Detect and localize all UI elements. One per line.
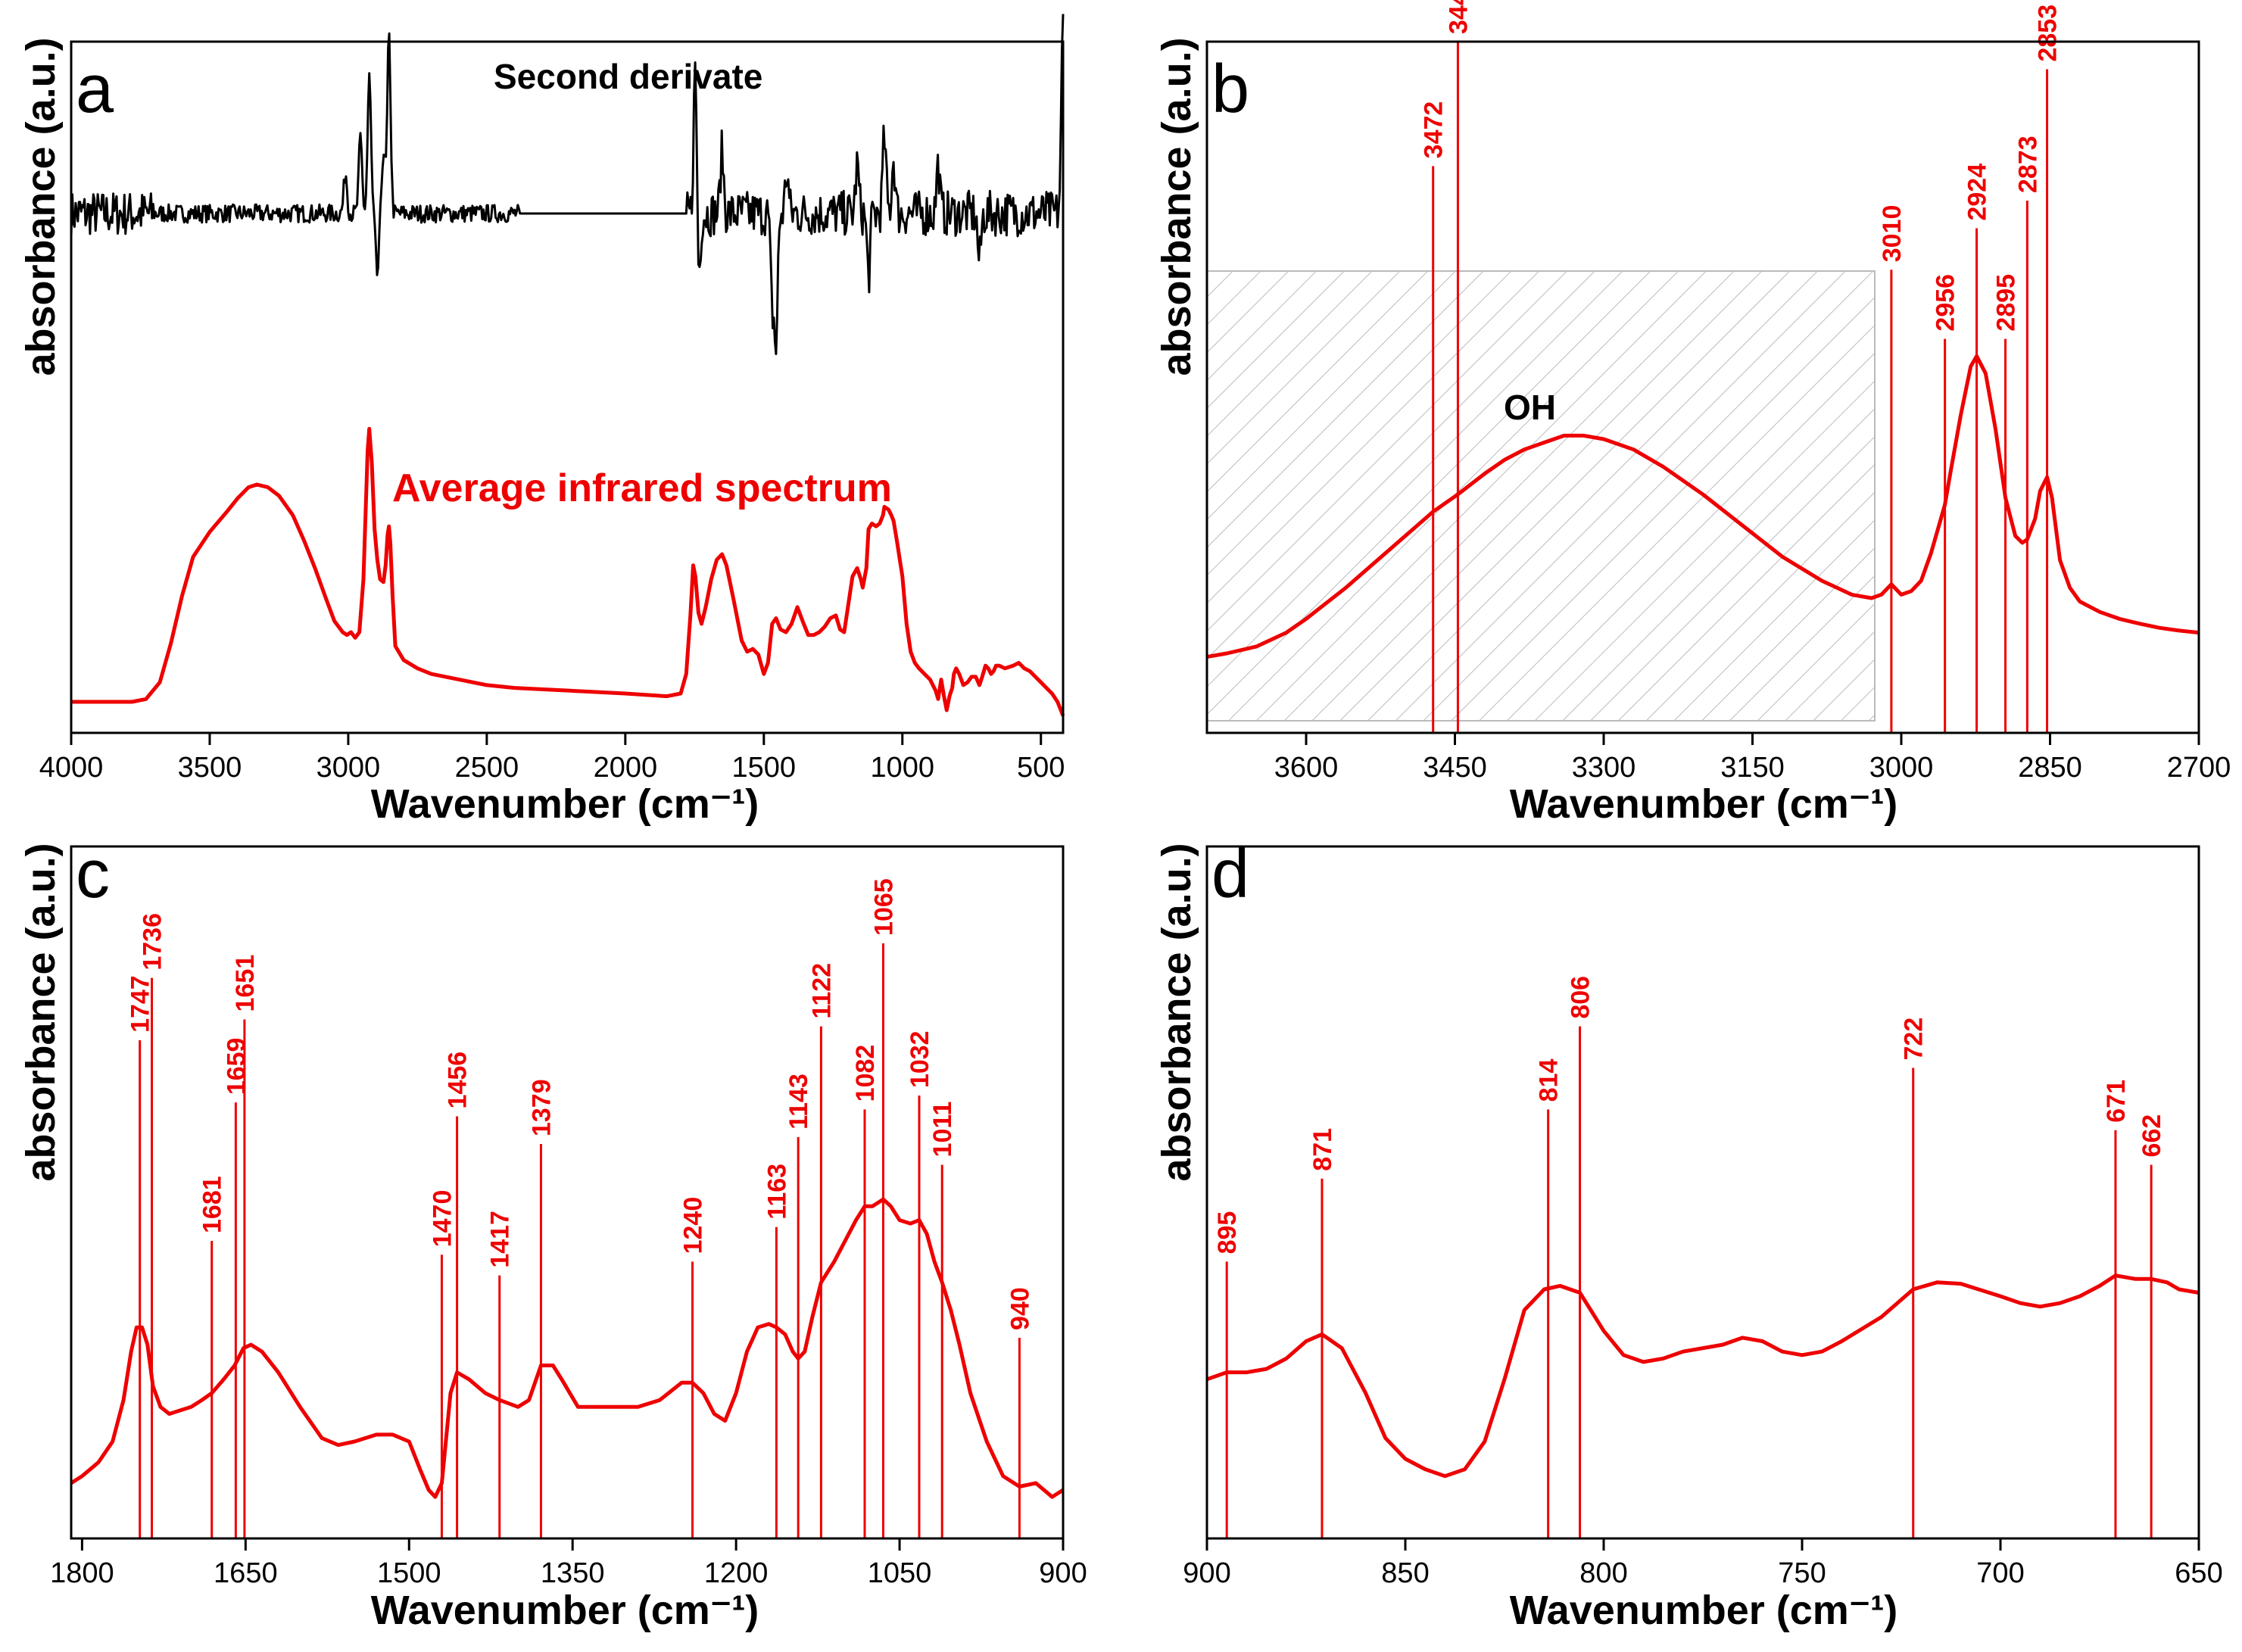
panel-c-x-tick-label: 1650 [214,1557,278,1589]
panel-b-y-axis-label: absorbance (a.u.) [1154,37,1199,376]
panel-b-x-tick-label: 2700 [2167,752,2231,784]
peak-label-1065: 1065 [869,878,898,936]
panel-c-plot: 1747 1736 1681 1659 1651 1470 1456 1417 1379 1240… [50,845,1087,1589]
panel-a-x-axis-label: Wavenumber (cm⁻¹) [371,781,759,827]
average-spectrum-label: Average infrared spectrum [392,466,892,510]
average-spectrum-line [71,426,1065,717]
panel-d-x-tick-label: 900 [1183,1557,1230,1589]
panel-c-x-tick-label: 1050 [868,1557,932,1589]
peak-label-1456: 1456 [444,1052,472,1109]
panel-d-x-axis-label: Wavenumber (cm⁻¹) [1510,1588,1898,1633]
panel-c-frame [70,845,1065,1540]
peak-label-3010: 3010 [1878,205,1907,263]
panel-c-x-tick-label: 1800 [50,1557,114,1589]
panel-b-plot: 3472 3447 3010 2956 2924 2895 2873 2853 3600 3450… [1205,0,2231,784]
peak-label-1143: 1143 [784,1074,813,1130]
panel-a-x-tick-label: 2000 [594,752,658,784]
peak-label-1651: 1651 [231,955,260,1012]
peak-label-1032: 1032 [906,1030,934,1088]
panel-d-x-tick-label: 850 [1381,1557,1429,1589]
panel-b-x-tick-label: 2850 [2018,752,2082,784]
second-derivative-label: Second derivate [494,57,762,96]
peak-label-1082: 1082 [851,1045,880,1102]
panel-d-frame [1205,845,2200,1540]
panel-b-x-tick-label: 3000 [1869,752,1934,784]
peak-label-2895: 2895 [1992,274,2021,332]
panel-a-x-tick-label: 2500 [455,752,519,784]
panel-a-x-tick-label: 3000 [316,752,381,784]
panel-d-x-tick-label: 700 [1976,1557,2024,1589]
panel-d-letter: d [1211,837,1249,912]
panel-a-x-tick-label: 4000 [39,752,104,784]
peak-label-2873: 2873 [2013,136,2042,193]
panel-a-frame [70,40,1065,734]
panel-a: 4000 3500 3000 2500 2000 1500 1000 500 a Second… [18,14,1065,827]
peak-label-1163: 1163 [762,1164,791,1220]
peak-label-3472: 3472 [1420,101,1448,159]
panel-c-x-tick-label: 1200 [704,1557,769,1589]
panel-d-spectrum-line [1206,1273,2200,1479]
oh-region-hatch [1206,270,1876,722]
peak-label-1122: 1122 [807,963,836,1019]
panel-b-letter: b [1211,51,1249,127]
peak-label-1379: 1379 [527,1079,556,1136]
peak-label-1417: 1417 [486,1211,515,1268]
peak-label-2924: 2924 [1963,164,1992,221]
panel-c: 1747 1736 1681 1659 1651 1470 1456 1417 1379 1240… [18,837,1087,1633]
panel-c-x-tick-label: 900 [1039,1557,1087,1589]
panel-a-x-tick-label: 1000 [870,752,934,784]
panel-d-x-tick-label: 650 [2175,1557,2222,1589]
peak-label-662: 662 [2138,1114,2166,1158]
panel-d-y-axis-label: absorbance (a.u.) [1154,843,1199,1181]
panel-b-x-tick-label: 3450 [1423,752,1487,784]
panel-c-x-axis-label: Wavenumber (cm⁻¹) [371,1588,759,1633]
peak-label-3447: 3447 [1444,0,1473,34]
peak-label-814: 814 [1535,1059,1564,1102]
peak-label-895: 895 [1213,1211,1242,1255]
panel-c-x-tick-label: 1500 [377,1557,441,1589]
second-derivative-line [70,14,1065,355]
peak-label-2853: 2853 [2034,5,2063,62]
panel-b-x-tick-label: 3150 [1720,752,1785,784]
panel-d-x-tick-label: 750 [1778,1557,1826,1589]
peak-label-1011: 1011 [928,1102,957,1158]
panel-b-x-tick-label: 3600 [1274,752,1339,784]
peak-label-1470: 1470 [428,1190,457,1248]
peak-label-1747: 1747 [126,975,155,1033]
peak-label-871: 871 [1308,1128,1337,1171]
peak-label-722: 722 [1900,1018,1929,1061]
panel-a-plot: 4000 3500 3000 2500 2000 1500 1000 500 [39,14,1065,784]
panel-a-x-tick-label: 3500 [178,752,242,784]
panel-c-spectrum-line [70,1197,1065,1499]
panel-b-x-axis-label: Wavenumber (cm⁻¹) [1510,781,1898,827]
panel-a-letter: a [76,51,114,127]
panel-c-letter: c [76,837,110,912]
panel-c-x-tick-label: 1350 [541,1557,605,1589]
panel-b-frame [1205,40,2200,734]
panel-a-x-tick-label: 1500 [732,752,797,784]
panel-c-y-axis-label: absorbance (a.u.) [18,843,64,1181]
peak-label-1240: 1240 [679,1197,708,1255]
peak-label-2956: 2956 [1932,274,1960,332]
panel-d-x-tick-label: 800 [1579,1557,1627,1589]
panel-b: 3472 3447 3010 2956 2924 2895 2873 2853 3600 3450… [1154,0,2231,827]
peak-label-1659: 1659 [222,1038,251,1096]
panel-b-x-tick-label: 3300 [1572,752,1636,784]
peak-label-1736: 1736 [139,913,167,971]
panel-b-spectrum-line [1206,354,2200,659]
panel-a-x-tick-label: 500 [1017,752,1065,784]
peak-label-1681: 1681 [198,1176,227,1233]
peak-label-806: 806 [1567,976,1595,1019]
oh-region-label: OH [1504,388,1556,427]
peak-label-671: 671 [2102,1080,2131,1123]
panel-a-y-axis-label: absorbance (a.u.) [18,37,64,376]
peak-label-940: 940 [1006,1287,1034,1330]
